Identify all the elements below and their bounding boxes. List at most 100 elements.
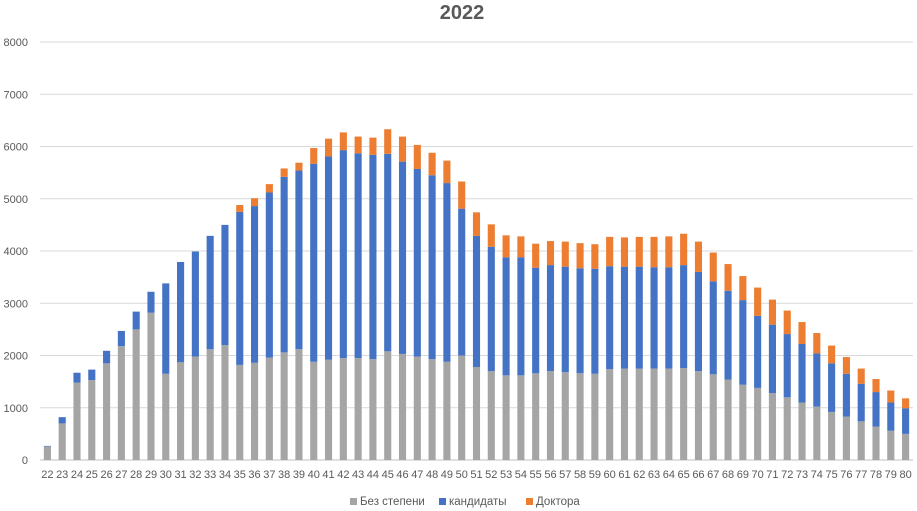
x-tick-label: 42 [337,469,349,481]
bar-segment [443,160,451,184]
x-tick-label: 55 [530,469,542,481]
x-tick-label: 34 [219,469,231,481]
x-tick-label: 68 [722,469,734,481]
bar-segment [546,371,555,460]
bar-segment [236,211,244,365]
bar-segment [650,368,658,460]
bar-segment [739,384,747,460]
bar-segment [339,150,347,359]
y-tick-label: 1000 [4,403,28,415]
bar-segment [310,148,318,164]
bar-segment [384,129,392,154]
legend: Без степени кандидаты Доктора [350,496,580,508]
bar-segment [828,363,836,412]
bar-segment [147,312,155,460]
bar-segment [620,368,629,460]
x-tick-label: 71 [766,469,778,481]
bar-segment [768,324,776,394]
bar-segment [768,299,776,325]
bar-segment [339,132,347,151]
bar-segment [324,359,333,460]
bar-segment [369,154,377,360]
bar-segment [458,208,466,356]
bar-segment [428,152,436,176]
bar-segment [384,351,392,460]
bar-segment [280,352,288,460]
bar-segment [221,345,229,460]
x-tick-label: 35 [234,469,246,481]
x-tick-label: 41 [322,469,334,481]
bar-segment [754,287,762,316]
bar-segment [561,241,569,267]
bar-segment [206,349,214,460]
x-tick-label: 63 [648,469,660,481]
x-tick-label: 67 [707,469,719,481]
bar-segment [576,373,584,460]
bar-segment [665,368,673,460]
x-tick-label: 48 [426,469,438,481]
bar-segment [43,446,51,460]
x-tick-label: 70 [752,469,764,481]
x-tick-label: 80 [899,469,911,481]
bar-segment [591,268,599,374]
bar-segment [206,235,214,350]
bar-segment [487,224,495,247]
bar-segment [236,205,244,212]
chart-title: 2022 [440,2,485,24]
legend-item: Доктора [526,496,580,508]
legend-item: кандидаты [439,496,507,508]
bar-segment [650,236,658,268]
bar-segment [546,241,555,266]
bar-segment [280,176,288,353]
x-tick-label: 33 [204,469,216,481]
bar-segment [73,372,81,383]
bar-segment [472,235,481,367]
x-tick-label: 49 [441,469,453,481]
bar-segment [902,433,910,460]
bar-segment [295,162,303,171]
y-tick-label: 3000 [4,298,28,310]
bar-segment [250,362,259,460]
x-tick-label: 38 [278,469,290,481]
bar-segment [310,163,318,362]
x-tick-label: 43 [352,469,364,481]
x-tick-label: 29 [145,469,157,481]
y-tick-label: 6000 [4,142,28,154]
bar-segment [117,330,125,347]
x-tick-label: 36 [248,469,260,481]
bar-segment [709,281,717,375]
bar-segment [324,156,333,360]
bar-segment [310,361,318,460]
bar-segment [354,358,362,460]
bar-segment [250,198,259,207]
x-tick-label: 65 [678,469,690,481]
bar-segment [384,153,392,352]
bar-segment [502,235,510,258]
bar-segment [783,334,791,398]
bar-segment [58,417,66,424]
bar-segment [754,387,762,460]
bar-segment [606,369,614,460]
x-tick-label: 28 [130,469,142,481]
x-tick-label: 32 [189,469,201,481]
y-axis-tick-labels: 0 1000 2000 3000 4000 5000 6000 7000 8000 [4,37,28,467]
x-tick-label: 27 [115,469,127,481]
y-tick-label: 4000 [4,246,28,258]
x-tick-label: 22 [41,469,53,481]
bar-segment [58,423,66,460]
x-axis-tick-labels: 22 23 24 25 26 27 28 29 30 31 32 33 34 35 36 37 38 39 40 41… [41,469,911,481]
bar-segment [887,390,895,403]
x-tick-label: 54 [515,469,527,481]
bar-segment [162,373,170,460]
bar-segment [88,369,96,381]
bar-segment [369,359,377,460]
bar-segment [842,416,850,460]
bar-segment [680,233,688,266]
bar-segment [887,430,895,460]
bar-segment [132,311,140,330]
bar-segment [369,137,377,155]
bar-segment [398,353,407,460]
bar-segment [221,224,229,346]
bar-segment [768,393,776,460]
bar-segment [635,236,643,267]
